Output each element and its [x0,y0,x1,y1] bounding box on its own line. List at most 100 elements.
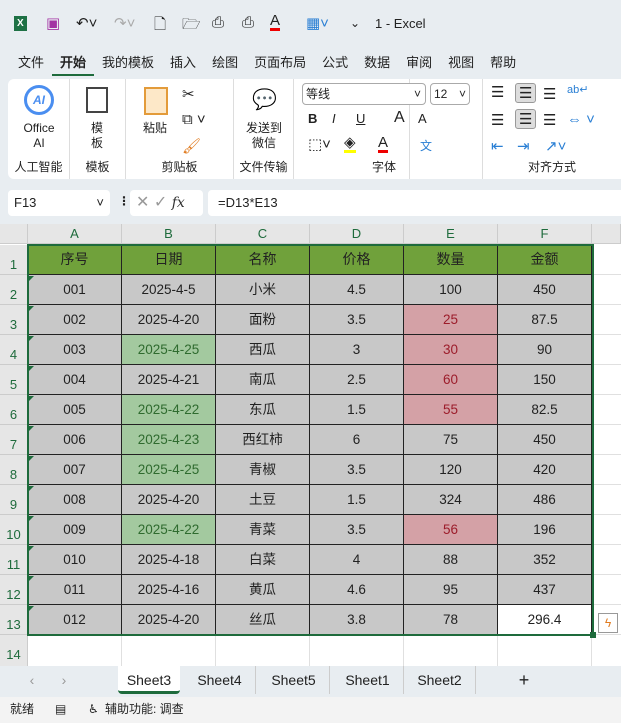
table-cell[interactable]: 2025-4-23 [122,425,216,455]
table-cell[interactable]: 352 [498,545,592,575]
row-header-11[interactable]: 11 [0,545,28,575]
enter-icon[interactable]: ✓ [153,194,168,211]
table-cell[interactable]: 30 [404,335,498,365]
table-cell[interactable]: 82.5 [498,395,592,425]
row-header-10[interactable]: 10 [0,515,28,545]
table-cell[interactable]: 小米 [216,275,310,305]
row-header-5[interactable]: 5 [0,365,28,395]
table-cell[interactable]: 006 [28,425,122,455]
row-header-14[interactable]: 14 [0,635,28,671]
fill-color-icon[interactable]: ◈ [344,134,356,153]
template-button[interactable]: 模板 [90,121,103,150]
sheet-tab-sheet2[interactable]: Sheet2 [404,666,476,694]
sheet-tab-sheet4[interactable]: Sheet4 [184,666,256,694]
column-header-E[interactable]: E [404,224,498,244]
format-painter-icon[interactable]: 🖌 [182,138,202,155]
table-cell[interactable]: 2025-4-25 [122,335,216,365]
table-cell[interactable]: 2025-4-20 [122,485,216,515]
table-cell[interactable]: 60 [404,365,498,395]
border-icon[interactable]: ⬚˅ [308,136,331,153]
table-cell[interactable]: 75 [404,425,498,455]
scroll-left-icon[interactable]: ‹ [29,672,35,688]
table-cell[interactable]: 002 [28,305,122,335]
table-cell[interactable]: 486 [498,485,592,515]
font-name-select[interactable]: 等线 ˅ [302,83,426,105]
sheet-tab-sheet1[interactable]: Sheet1 [332,666,404,694]
column-header-A[interactable]: A [28,224,122,244]
header-cell[interactable]: 数量 [404,245,498,275]
table-cell[interactable]: 2025-4-21 [122,365,216,395]
table-cell[interactable]: 001 [28,275,122,305]
name-box[interactable]: F13 ˅ [8,190,110,216]
table-cell[interactable]: 25 [404,305,498,335]
increase-indent-icon[interactable]: ⇥ [517,138,530,155]
table-cell[interactable]: 008 [28,485,122,515]
header-cell[interactable]: 价格 [310,245,404,275]
table-cell[interactable]: 100 [404,275,498,305]
office-ai-icon[interactable]: AI [24,85,54,115]
menu-tab[interactable]: 帮助 [490,55,517,70]
new-file-icon[interactable]: 🗋 [154,16,167,33]
table-cell[interactable]: 55 [404,395,498,425]
shrink-font-button[interactable]: A [418,111,427,126]
header-cell[interactable]: 名称 [216,245,310,275]
menu-tab[interactable]: 公式 [322,55,349,70]
orientation-icon[interactable]: ↗˅ [545,138,567,155]
menu-tab[interactable]: 我的模板 [102,55,155,70]
table-cell[interactable]: 3.5 [310,305,404,335]
table-cell[interactable]: 西瓜 [216,335,310,365]
more-options-icon[interactable]: ⋮ [118,194,130,208]
scroll-right-icon[interactable]: › [61,672,67,688]
table-cell[interactable]: 78 [404,605,498,635]
merge-icon[interactable]: ⇔ ˅ [567,111,595,128]
menu-tab[interactable]: 插入 [170,55,197,70]
select-all-corner[interactable] [0,224,28,244]
table-cell[interactable]: 450 [498,425,592,455]
menu-tab[interactable]: 文件 [18,55,45,70]
table-cell[interactable]: 黄瓜 [216,575,310,605]
decrease-indent-icon[interactable]: ⇤ [491,138,504,155]
table-cell[interactable]: 296.4 [498,605,592,635]
table-cell[interactable]: 4 [310,545,404,575]
table-cell[interactable]: 003 [28,335,122,365]
column-header[interactable] [592,224,621,244]
table-cell[interactable]: 3 [310,335,404,365]
table-cell[interactable]: 95 [404,575,498,605]
table-cell[interactable]: 88 [404,545,498,575]
row-header-13[interactable]: 13 [0,605,28,635]
sheet-tab-sheet3[interactable]: Sheet3 [118,666,180,694]
office-ai-button[interactable]: Office AI [23,121,55,150]
align-top-icon[interactable]: ☰ [491,84,505,101]
table-cell[interactable]: 南瓜 [216,365,310,395]
table-cell[interactable]: 1.5 [310,485,404,515]
print-icon[interactable]: ⎙ [242,14,255,31]
table-cell[interactable]: 009 [28,515,122,545]
row-header-2[interactable]: 2 [0,275,28,305]
menu-tab[interactable]: 视图 [448,55,475,70]
table-cell[interactable]: 2025-4-22 [122,515,216,545]
more-icon[interactable]: ⌄ [350,16,361,30]
table-cell[interactable]: 196 [498,515,592,545]
menu-tab[interactable]: 审阅 [406,55,433,70]
table-cell[interactable]: 005 [28,395,122,425]
italic-button[interactable]: I [332,111,336,126]
cut-icon[interactable]: ✂ [182,86,195,103]
table-icon[interactable]: ▦˅ [306,15,329,32]
grow-font-button[interactable]: A [394,109,405,126]
row-header-12[interactable]: 12 [0,575,28,605]
table-cell[interactable]: 56 [404,515,498,545]
table-cell[interactable]: 面粉 [216,305,310,335]
table-cell[interactable]: 2025-4-18 [122,545,216,575]
phonetic-button[interactable]: 文 [420,139,433,153]
add-sheet-button[interactable]: + [518,670,530,690]
table-cell[interactable]: 3.8 [310,605,404,635]
send-to-wechat-button[interactable]: 发送到微信 [245,121,282,150]
table-cell[interactable]: 90 [498,335,592,365]
table-cell[interactable]: 007 [28,455,122,485]
table-cell[interactable]: 4.5 [310,275,404,305]
table-cell[interactable]: 011 [28,575,122,605]
paste-button[interactable]: 粘贴 [142,121,167,135]
table-cell[interactable]: 2025-4-22 [122,395,216,425]
print-preview-icon[interactable]: ⎙ [212,14,225,31]
font-size-select[interactable]: 12 ˅ [430,83,470,105]
